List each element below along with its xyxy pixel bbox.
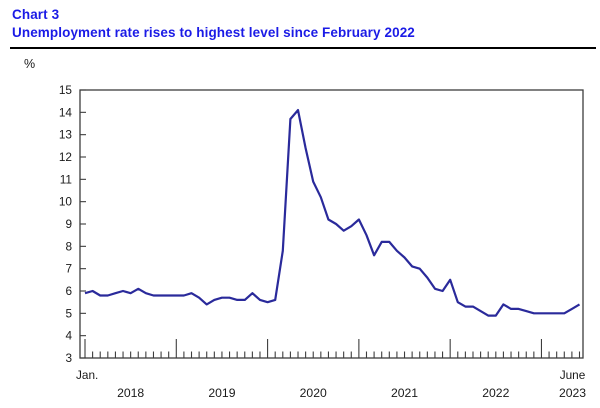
title-divider [10,47,596,49]
y-tick-label: 9 [65,217,72,231]
y-tick-label: 15 [59,83,73,97]
y-tick-label: 12 [59,150,72,164]
x-year-label: 2019 [208,386,235,400]
y-axis-unit-label: % [24,57,36,71]
unemployment-rate-line [84,108,581,317]
x-end-label-month: June [560,368,586,382]
y-tick-label: 13 [59,128,73,142]
chart-header: Chart 3 Unemployment rate rises to highe… [12,6,415,42]
y-tick-label: 6 [65,284,72,298]
chart-title: Unemployment rate rises to highest level… [12,25,415,40]
y-tick-label: 5 [65,306,72,320]
y-tick-label: 11 [60,172,72,186]
x-year-label: 2020 [300,386,327,400]
y-tick-label: 14 [59,105,73,119]
x-year-label: 2022 [482,386,509,400]
x-first-tick-label: Jan. [76,368,98,382]
plot-frame [79,89,584,359]
y-tick-label: 3 [65,351,72,365]
x-year-label: 2018 [117,386,144,400]
x-end-label-year: 2023 [559,386,586,400]
y-tick-label: 10 [59,195,73,209]
chart-number: Chart 3 [12,7,60,22]
y-tick-label: 4 [65,329,72,343]
x-year-label: 2021 [391,386,418,400]
y-tick-label: 8 [65,239,72,253]
y-tick-label: 7 [65,262,72,276]
